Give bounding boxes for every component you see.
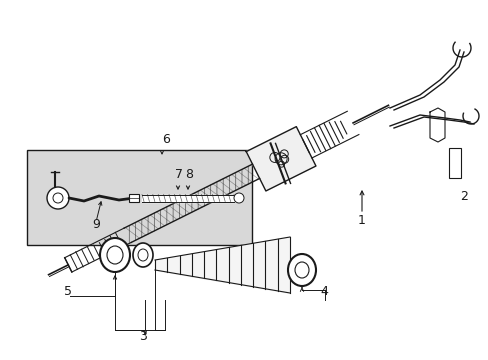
Circle shape: [47, 187, 69, 209]
Ellipse shape: [133, 243, 153, 267]
Ellipse shape: [294, 262, 308, 278]
Text: 9: 9: [92, 218, 100, 231]
Bar: [129, 194, 139, 202]
Polygon shape: [246, 127, 315, 191]
Ellipse shape: [107, 246, 123, 264]
Ellipse shape: [138, 249, 148, 261]
Text: 1: 1: [357, 214, 365, 227]
Bar: [27, 150, 251, 245]
Circle shape: [234, 193, 244, 203]
Bar: [448, 148, 460, 178]
Ellipse shape: [287, 254, 315, 286]
Circle shape: [53, 193, 63, 203]
Text: 7: 7: [175, 168, 183, 181]
Text: 4: 4: [319, 285, 327, 298]
Text: 6: 6: [162, 133, 169, 146]
Text: 8: 8: [184, 168, 193, 181]
Text: 5: 5: [64, 285, 72, 298]
Ellipse shape: [100, 238, 130, 272]
Text: 2: 2: [459, 190, 467, 203]
Text: 3: 3: [139, 330, 146, 343]
